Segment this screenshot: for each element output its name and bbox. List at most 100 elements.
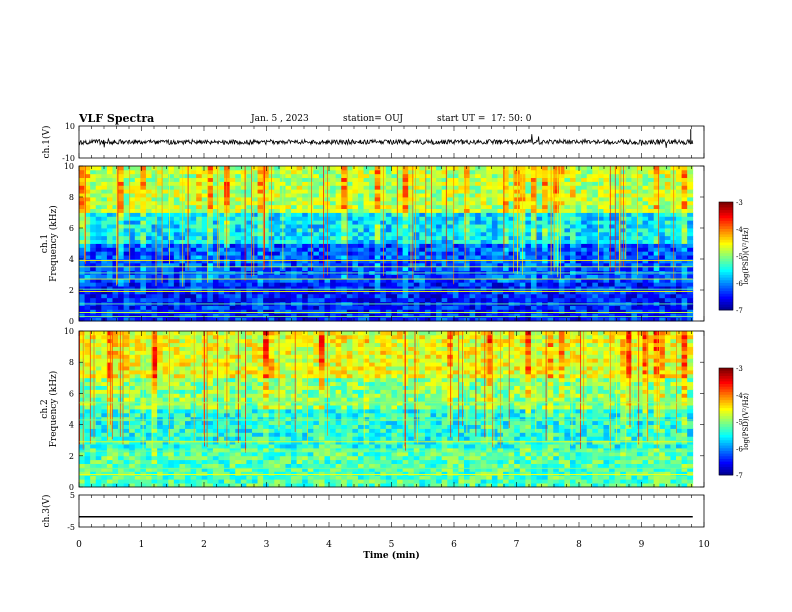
spectrogram-cell [240, 243, 247, 248]
spectrogram-cell [659, 479, 666, 484]
spectrogram-cell [302, 274, 309, 279]
spectrogram-cell [447, 290, 454, 295]
spectrogram-cell [642, 293, 649, 299]
spectrogram-cell [586, 266, 593, 272]
spectrogram-cell [636, 297, 643, 303]
spectrogram-cell [570, 266, 576, 272]
colorbar-step [719, 218, 733, 222]
spectrogram-cell [173, 197, 180, 202]
spectrogram-cell [419, 204, 426, 210]
spectrogram-cell [631, 197, 638, 202]
spectrogram-cell [687, 293, 694, 299]
spectrogram-cell [636, 177, 643, 182]
spectrogram-cell [536, 282, 543, 287]
spectrogram-cell [118, 305, 125, 310]
spectrogram-cell [402, 262, 409, 268]
spectrogram-cell [268, 290, 275, 295]
spectrogram-cell [307, 266, 314, 272]
spectrogram-cell [586, 274, 593, 279]
spectrogram-cell [118, 173, 125, 179]
spectrogram-cell [430, 266, 437, 272]
spectrogram-cell [201, 220, 208, 225]
spectrogram-cell [430, 243, 437, 248]
spectrogram-cell [475, 220, 482, 225]
spectrogram-cell [525, 255, 532, 260]
spectrogram-cell [307, 251, 314, 256]
spectrogram-cell [503, 297, 510, 303]
spectrogram-cell [101, 282, 108, 287]
spectrogram-cell [408, 317, 415, 322]
spectrogram-cell [542, 189, 549, 194]
spectrogram-cell [118, 317, 125, 322]
spectrogram-cell [525, 239, 532, 244]
spectrogram-cell [123, 228, 130, 233]
spectrogram-cell [112, 169, 119, 175]
spectrogram-cell [419, 239, 426, 244]
spectrogram-cell [201, 185, 208, 190]
spectrogram-cell [196, 216, 203, 221]
spectrogram-cell [129, 181, 136, 186]
spectrogram-cell [118, 169, 125, 175]
spectrogram-cell [84, 475, 91, 480]
spectrogram-cell [553, 293, 560, 299]
spectrogram-cell [123, 220, 130, 225]
spectrogram-cell [653, 255, 660, 260]
spectrogram-cell [285, 239, 292, 244]
spectrogram-cell [614, 224, 621, 229]
spectrogram-cell [201, 262, 208, 268]
spectrogram-cell [129, 169, 136, 175]
spectrogram-cell [369, 290, 376, 295]
spectrogram-cell [263, 247, 270, 252]
spectrogram-cell [419, 259, 426, 264]
spectrogram-cell [397, 208, 404, 213]
spectrogram-cell [201, 200, 208, 206]
spectrogram-cell [642, 185, 649, 190]
spectrogram-cell [631, 231, 638, 237]
spectrogram-cell [145, 231, 152, 237]
spectrogram-cell [307, 208, 314, 213]
spectrogram-cell [664, 173, 671, 179]
spectrogram-cell [279, 297, 286, 303]
spectrogram-cell [525, 483, 532, 488]
spectrogram-cell [190, 309, 197, 314]
spectrogram-cell [168, 247, 175, 252]
spectrogram-cell [486, 216, 493, 221]
spectrogram-cell [101, 169, 108, 175]
spectrogram-cell [112, 235, 119, 241]
spectrogram-cell [408, 313, 415, 318]
spectrogram-cell [648, 479, 655, 484]
spectrogram-cell [140, 243, 147, 248]
spectrogram-cell [575, 177, 582, 182]
spectrogram-cell [625, 200, 632, 206]
spectrogram-cell [625, 231, 632, 237]
spectrogram-cell [614, 208, 621, 213]
spectrogram-cell [330, 251, 337, 256]
spectrogram-cell [430, 305, 437, 310]
spectrogram-streaks [84, 166, 675, 287]
spectrogram-cell [240, 181, 247, 186]
spectrogram-cell [575, 278, 582, 283]
spectrogram-cell [609, 262, 616, 268]
spectrogram-cell [653, 181, 660, 186]
spectrogram-cell [274, 224, 281, 229]
spectrogram-cell [341, 212, 348, 217]
spectrogram-cell [162, 220, 169, 225]
spectrogram-cell [274, 189, 281, 194]
spectrogram-cell [597, 235, 604, 241]
spectrogram-cell [475, 247, 482, 252]
spectrogram-cell [547, 247, 554, 252]
spectrogram-cell [352, 204, 359, 210]
spectrogram-cell [229, 224, 236, 229]
spectrogram-cell [79, 197, 85, 202]
spectrogram-cell [586, 305, 593, 310]
spectrogram-cell [480, 231, 487, 237]
spectrogram-cell [436, 200, 443, 206]
spectrogram-cell [575, 204, 582, 210]
spectrogram-cell [240, 297, 247, 303]
spectrogram-cell [519, 317, 526, 322]
spectrogram-cell [614, 290, 621, 295]
spectrogram-cell [296, 251, 303, 256]
spectrogram-cell [307, 317, 314, 322]
spectrogram-cell [274, 204, 281, 210]
spectrogram-cell [636, 262, 643, 268]
